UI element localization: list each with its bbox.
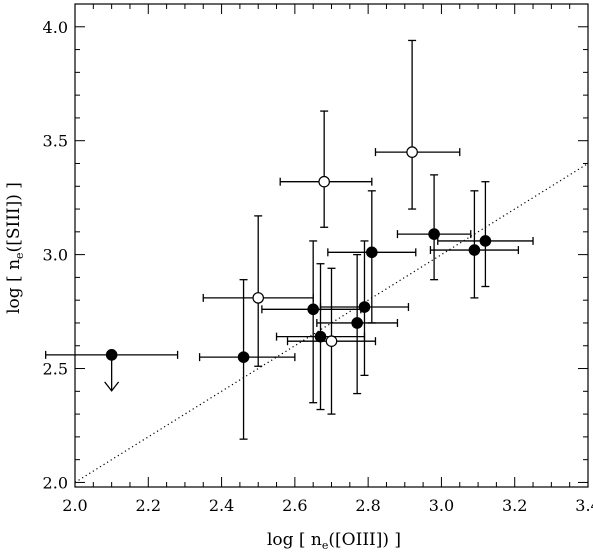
open-data-point: [374, 39, 461, 210]
x-tick-label: 3.4: [575, 496, 593, 515]
filled-circle-marker: [307, 303, 319, 316]
upper-limit-arrow-head: [104, 381, 120, 392]
y-tick-label: 4.0: [43, 18, 68, 37]
filled-data-point: [198, 279, 296, 440]
open-data-point: [286, 267, 377, 415]
y-tick-label: 2.0: [43, 473, 68, 492]
x-tick-label: 2.0: [62, 496, 87, 515]
y-tick-label: 2.5: [43, 360, 68, 379]
filled-circle-marker: [351, 317, 363, 329]
x-tick-label: 2.2: [136, 496, 161, 515]
filled-data-point: [45, 349, 179, 392]
filled-circle-marker: [366, 246, 378, 259]
open-circle-marker: [318, 175, 330, 188]
filled-circle-marker: [428, 228, 440, 240]
y-tick-label: 3.0: [43, 246, 68, 265]
x-tick-label: 3.2: [502, 496, 527, 515]
filled-circle-marker: [314, 330, 327, 343]
y-axis-label: log [ ne([SIII]) ]: [4, 182, 26, 314]
filled-data-point: [327, 190, 417, 324]
open-data-point: [279, 110, 373, 228]
filled-data-point: [429, 190, 520, 299]
x-tick-label: 3.0: [429, 496, 454, 515]
open-circle-marker: [252, 292, 265, 304]
filled-data-point: [316, 253, 399, 395]
filled-data-point: [275, 263, 366, 411]
filled-data-point: [261, 240, 362, 404]
open-circle-marker: [406, 146, 418, 158]
filled-data-point: [396, 174, 472, 281]
x-tick-label: 2.8: [355, 496, 380, 515]
filled-circle-marker: [105, 349, 118, 361]
filled-circle-marker: [358, 301, 371, 313]
x-tick-label: 2.6: [282, 496, 307, 515]
plot-frame: [74, 3, 589, 488]
filled-circle-marker: [468, 244, 481, 256]
open-circle-marker: [325, 335, 338, 347]
x-axis-label: log [ ne([OIII]) ]: [267, 530, 401, 552]
y-tick-label: 3.5: [43, 132, 68, 151]
filled-circle-marker: [479, 235, 492, 247]
filled-data-point: [437, 181, 534, 288]
x-tick-label: 2.4: [209, 496, 234, 515]
filled-circle-marker: [237, 351, 250, 363]
filled-data-point: [319, 240, 410, 377]
open-data-point: [202, 215, 314, 367]
